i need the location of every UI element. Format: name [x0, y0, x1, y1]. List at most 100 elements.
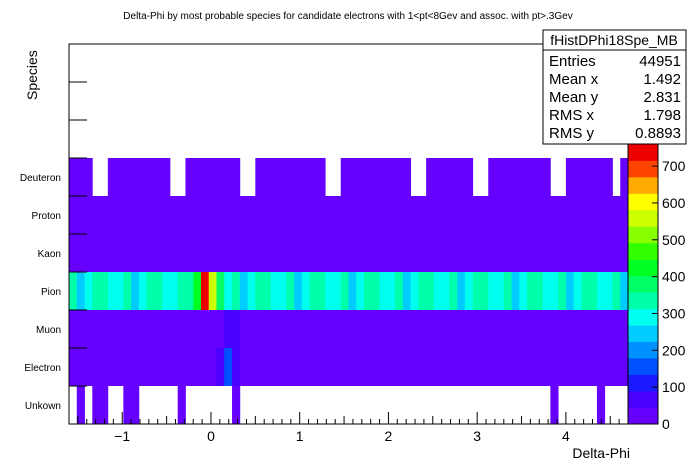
- heatmap-cell: [441, 310, 450, 348]
- heatmap-cell: [472, 348, 481, 386]
- heatmap-cell: [169, 196, 179, 234]
- heatmap-cell: [92, 386, 101, 424]
- heatmap-cell: [278, 310, 287, 348]
- heatmap-cell: [76, 234, 85, 272]
- heatmap-cell: [177, 348, 186, 386]
- heatmap-cell: [177, 386, 186, 424]
- heatmap-cell: [387, 196, 396, 234]
- stats-rmsy-label: RMS y: [549, 125, 595, 142]
- heatmap-cell: [84, 196, 93, 234]
- stats-rmsx-label: RMS x: [549, 107, 595, 124]
- heatmap-cell: [371, 196, 380, 234]
- heatmap-cell: [278, 234, 287, 272]
- heatmap-cell: [162, 234, 171, 272]
- heatmap-cell: [596, 348, 606, 386]
- heatmap-cell: [123, 310, 132, 348]
- heatmap-cell: [550, 196, 559, 234]
- heatmap-cell: [224, 310, 233, 348]
- color-scale-segment: [628, 308, 658, 326]
- heatmap-cell: [123, 158, 132, 196]
- heatmap-cell: [146, 272, 155, 310]
- heatmap-cell: [464, 272, 474, 310]
- heatmap-cell: [542, 196, 551, 234]
- heatmap-cell: [488, 272, 497, 310]
- heatmap-cell: [340, 234, 349, 272]
- heatmap-cell: [433, 272, 443, 310]
- heatmap-cell: [340, 196, 349, 234]
- heatmap-cell: [239, 310, 248, 348]
- heatmap-cell: [100, 234, 109, 272]
- color-scale-segment: [628, 176, 658, 194]
- heatmap-cell: [348, 272, 357, 310]
- color-scale-segment: [628, 144, 658, 161]
- heatmap-cell: [146, 310, 155, 348]
- heatmap-cell: [488, 310, 497, 348]
- heatmap-cell: [441, 234, 450, 272]
- color-scale-segment: [628, 259, 658, 277]
- heatmap-cell: [457, 196, 466, 234]
- heatmap-cell: [550, 272, 559, 310]
- heatmap-cell: [232, 158, 241, 196]
- heatmap-cell: [131, 386, 140, 424]
- heatmap-cell: [589, 196, 598, 234]
- heatmap-cell: [169, 310, 179, 348]
- heatmap-cell: [433, 158, 443, 196]
- z-tick-label: 200: [662, 342, 686, 358]
- heatmap-cell: [371, 234, 380, 272]
- heatmap-cell: [270, 234, 280, 272]
- heatmap-cell: [464, 310, 474, 348]
- heatmap-cell: [379, 310, 388, 348]
- heatmap-cell: [340, 272, 349, 310]
- heatmap-cell: [216, 234, 225, 272]
- heatmap-cell: [371, 310, 380, 348]
- heatmap-cell: [200, 158, 210, 196]
- heatmap-cell: [208, 272, 217, 310]
- heatmap-cell: [255, 272, 264, 310]
- heatmap-cell: [239, 272, 248, 310]
- color-scale-segment: [628, 341, 658, 359]
- heatmap-cell: [589, 234, 598, 272]
- heatmap-cell: [534, 234, 543, 272]
- stats-meanx-value: 1.492: [643, 71, 681, 88]
- heatmap-cell: [441, 272, 450, 310]
- heatmap-cell: [488, 234, 497, 272]
- heatmap-cell: [395, 310, 404, 348]
- color-scale-labels: 0 100 200 300 400 500 600 700: [662, 158, 686, 432]
- heatmap-cell: [146, 196, 155, 234]
- stats-meany-value: 2.831: [643, 89, 681, 106]
- heatmap-cell: [542, 310, 551, 348]
- heatmap-cell: [123, 234, 132, 272]
- z-tick-label: 100: [662, 379, 686, 395]
- heatmap-cell: [364, 310, 373, 348]
- heatmap-cell: [542, 158, 551, 196]
- heatmap-cell: [464, 234, 474, 272]
- heatmap-cell: [84, 348, 93, 386]
- heatmap-cell: [185, 310, 194, 348]
- heatmap-cell: [76, 272, 85, 310]
- heatmap-cell: [441, 348, 450, 386]
- heatmap-cell: [100, 348, 109, 386]
- heatmap-cell: [278, 158, 287, 196]
- heatmap-cell: [527, 348, 536, 386]
- heatmap-cell: [76, 386, 85, 424]
- heatmap-cell: [286, 310, 295, 348]
- heatmap-cell: [162, 348, 171, 386]
- chart-title: Delta-Phi by most probable species for c…: [123, 11, 572, 22]
- color-scale-segment: [628, 407, 658, 425]
- heatmap-cell: [301, 348, 311, 386]
- heatmap-cell: [410, 272, 419, 310]
- heatmap-cell: [138, 272, 148, 310]
- heatmap-cell: [364, 158, 373, 196]
- heatmap-cell: [208, 234, 217, 272]
- heatmap-cell: [317, 158, 326, 196]
- heatmap-cell: [472, 234, 481, 272]
- heatmap-cell: [596, 234, 606, 272]
- heatmap-cell: [154, 348, 163, 386]
- heatmap-cell: [232, 234, 241, 272]
- heatmap-cell: [301, 158, 311, 196]
- heatmap-cell: [589, 310, 598, 348]
- y-tick-label: Pion: [41, 287, 61, 298]
- heatmap-cell: [503, 158, 512, 196]
- heatmap-cell: [76, 348, 85, 386]
- heatmap-cell: [534, 196, 543, 234]
